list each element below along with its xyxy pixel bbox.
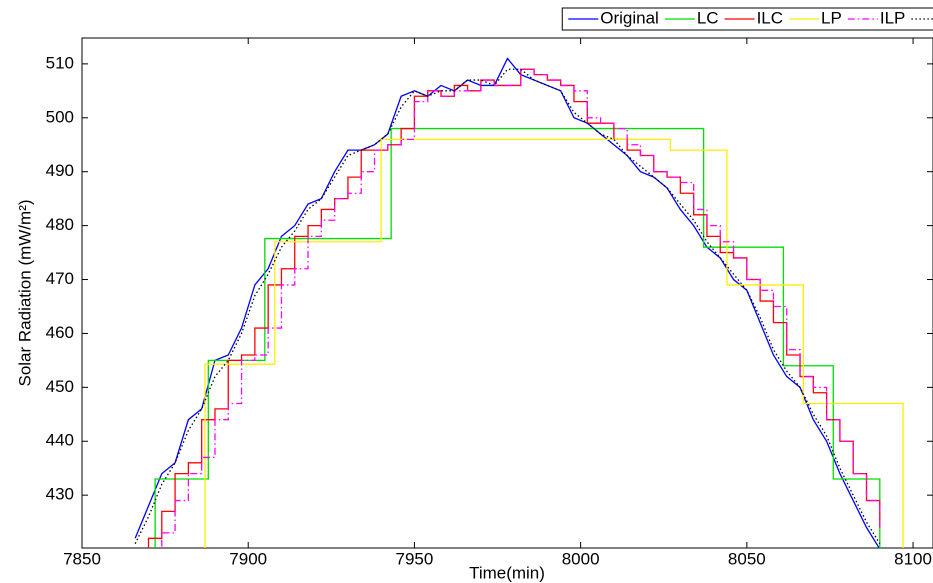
series-line <box>154 127 881 548</box>
y-tick-label: 510 <box>46 53 74 72</box>
y-tick-label: 460 <box>46 323 74 342</box>
legend-label: ILP <box>880 8 906 27</box>
legend-label: LC <box>697 8 719 27</box>
series-layer <box>134 57 904 548</box>
x-tick-label: 7900 <box>229 549 267 568</box>
y-tick-label: 440 <box>46 431 74 450</box>
x-tick-label: 8100 <box>894 549 932 568</box>
x-tick-label: 8000 <box>562 549 600 568</box>
legend-label: ILC <box>757 8 783 27</box>
x-axis-label: Time(min) <box>469 563 545 582</box>
y-tick-label: 470 <box>46 269 74 288</box>
y-tick-label: 500 <box>46 107 74 126</box>
x-tick-label: 8050 <box>728 549 766 568</box>
series-line <box>134 57 880 548</box>
y-tick-label: 450 <box>46 377 74 396</box>
y-tick-label: 430 <box>46 485 74 504</box>
legend: OriginalLCILCLPILPEN <box>561 7 933 31</box>
plot-area <box>81 37 933 549</box>
y-tick-label: 490 <box>46 161 74 180</box>
series-line <box>134 68 881 545</box>
x-tick-label: 7850 <box>63 549 101 568</box>
x-tick-label: 7950 <box>396 549 434 568</box>
legend-label: Original <box>600 8 659 27</box>
series-line <box>147 68 881 548</box>
y-tick-label: 480 <box>46 215 74 234</box>
legend-label: LP <box>821 8 842 27</box>
series-line <box>204 138 904 548</box>
y-axis-label: Solar Radiation (mW/m²) <box>15 199 34 386</box>
